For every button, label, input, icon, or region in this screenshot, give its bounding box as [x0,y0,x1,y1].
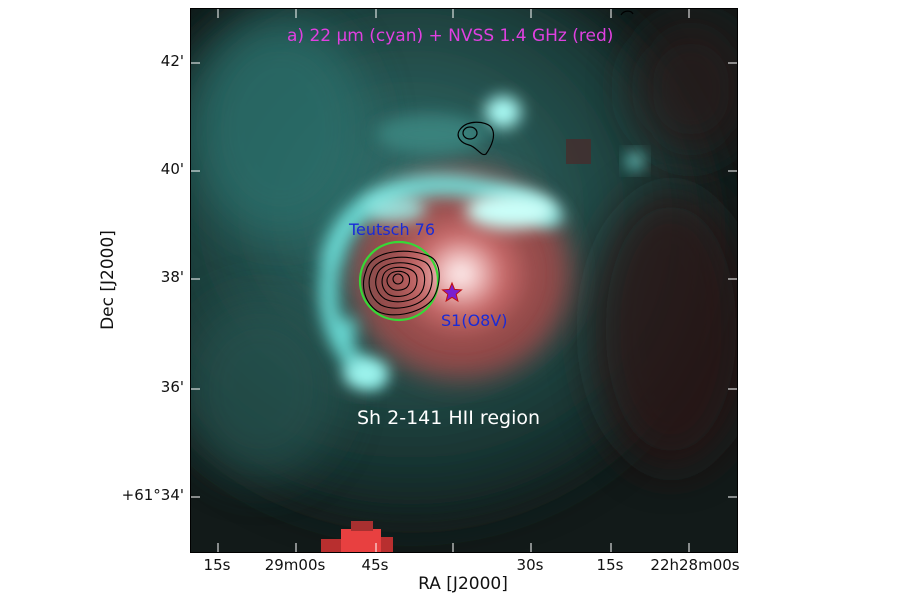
x-tick-label: 22h28m00s [650,556,740,574]
x-tick-label: 15s [596,556,624,574]
x-axis-title: RA [J2000] [418,574,508,594]
x-tick-label: 30s [516,556,544,574]
y-tick-label: 42' [160,52,184,70]
x-tick-label: 29m00s [264,556,326,574]
y-tick-label: 36' [160,378,184,396]
radio-contours-teutsch-76 [363,250,440,316]
sky-image-panel: a) 22 μm (cyan) + NVSS 1.4 GHz (red) Teu… [190,8,738,553]
source-label: Teutsch 76 [349,220,436,239]
star-s1-marker [441,281,463,303]
teutsch-76-circle [358,240,440,322]
y-axis-title: Dec [J2000] [98,230,118,330]
y-tick-label: 40' [160,160,184,178]
red-pixel-cluster [321,521,393,552]
region-label: Sh 2-141 HII region [357,407,541,429]
radio-contours-north [457,121,495,156]
x-tick-label: 15s [203,556,231,574]
sky-image [191,9,737,552]
panel-title: a) 22 μm (cyan) + NVSS 1.4 GHz (red) [287,26,614,46]
axis-ticks [191,9,737,552]
y-tick-label: 38' [160,268,184,286]
y-tick-label: +61°34' [121,486,184,504]
star-label: S1(O8V) [441,311,508,330]
x-tick-label: 45s [361,556,389,574]
